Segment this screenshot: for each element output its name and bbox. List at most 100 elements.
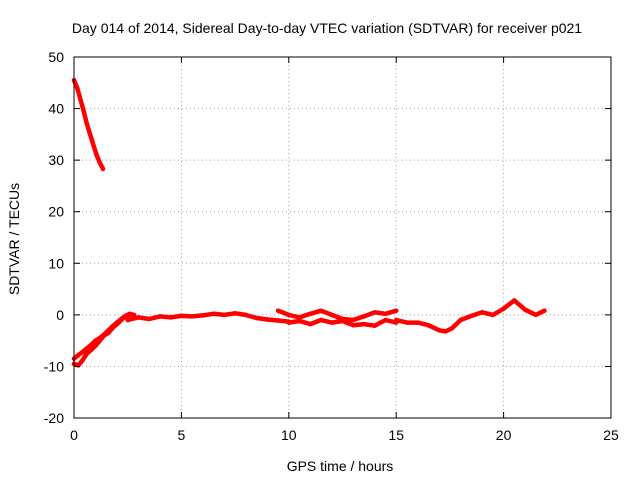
data-point xyxy=(76,352,81,358)
y-tick-label: 0 xyxy=(56,307,64,323)
data-point xyxy=(89,342,94,347)
y-tick-label: -10 xyxy=(44,358,64,374)
data-point xyxy=(78,97,83,102)
data-point xyxy=(351,317,356,323)
data-point xyxy=(449,326,455,331)
tick-layer: 0 5 10 15 20 25 -20 -10 0 10 20 30 40 50 xyxy=(44,49,619,443)
data-point xyxy=(222,312,227,318)
data-point xyxy=(168,315,173,320)
data-point xyxy=(157,314,163,319)
data-point xyxy=(97,335,103,341)
series-line-7 xyxy=(393,298,547,334)
data-point xyxy=(110,324,115,329)
data-point xyxy=(512,298,517,303)
y-tick-label: 10 xyxy=(48,255,64,271)
data-point xyxy=(383,317,388,323)
data-point xyxy=(340,318,345,324)
data-point xyxy=(101,332,107,337)
data-point xyxy=(308,321,313,327)
data-point xyxy=(265,317,270,322)
data-point xyxy=(542,308,547,313)
data-point xyxy=(81,109,86,114)
data-point xyxy=(91,142,96,147)
y-tick-label: 30 xyxy=(48,152,64,168)
data-point xyxy=(136,315,141,320)
series-line-4 xyxy=(125,311,292,324)
y-tick-label: 50 xyxy=(48,49,64,65)
data-point xyxy=(275,318,281,323)
data-point xyxy=(329,312,334,318)
data-point xyxy=(394,317,399,323)
data-point xyxy=(383,311,388,316)
data-point xyxy=(200,313,206,318)
x-tick-label: 25 xyxy=(603,427,619,443)
data-point xyxy=(275,308,281,313)
data-point xyxy=(125,317,130,323)
grid-layer xyxy=(74,57,611,418)
data-point xyxy=(533,312,538,318)
data-point xyxy=(254,315,259,321)
data-point xyxy=(84,351,90,356)
data-point xyxy=(372,310,377,315)
data-point xyxy=(318,308,324,313)
x-tick-label: 5 xyxy=(178,427,186,443)
x-tick-label: 0 xyxy=(70,427,78,443)
data-point xyxy=(84,121,90,127)
data-point xyxy=(94,152,99,158)
data-point xyxy=(426,323,431,328)
data-point xyxy=(394,308,399,313)
data-point xyxy=(76,363,81,368)
data-point xyxy=(80,349,85,355)
data-point xyxy=(437,328,442,333)
data-point xyxy=(404,320,410,325)
series-line-1 xyxy=(71,77,106,172)
data-point xyxy=(80,358,85,363)
data-point xyxy=(351,323,356,328)
data-point xyxy=(318,317,324,323)
data-point xyxy=(415,320,420,325)
data-point xyxy=(490,312,496,318)
chart-title: Day 014 of 2014, Sidereal Day-to-day VTE… xyxy=(72,20,582,36)
data-point xyxy=(89,347,94,353)
data-point xyxy=(501,306,506,311)
data-point xyxy=(479,310,485,315)
data-point xyxy=(232,311,238,316)
plot-frame xyxy=(73,56,612,419)
y-tick-label: 40 xyxy=(48,101,64,117)
data-point xyxy=(114,320,120,325)
data-point xyxy=(286,312,291,318)
x-tick-label: 20 xyxy=(496,427,512,443)
data-point xyxy=(458,317,463,323)
data-point xyxy=(119,316,124,322)
data-point xyxy=(127,311,132,316)
data-point xyxy=(93,338,98,343)
data-point xyxy=(361,321,367,327)
data-point xyxy=(469,313,474,319)
y-tick-label: 20 xyxy=(48,204,64,220)
data-point xyxy=(123,313,128,319)
data-point xyxy=(361,314,367,319)
data-point xyxy=(84,346,90,351)
data-point xyxy=(443,329,448,334)
x-tick-label: 10 xyxy=(281,427,297,443)
data-point xyxy=(97,160,103,165)
data-point xyxy=(179,313,184,319)
data-point xyxy=(522,307,528,312)
data-point xyxy=(106,328,111,333)
data-point xyxy=(297,318,302,324)
data-point xyxy=(211,311,216,316)
data-point xyxy=(100,166,106,172)
data-point xyxy=(297,315,302,320)
data-point xyxy=(308,311,313,316)
x-tick-label: 15 xyxy=(388,427,404,443)
data-point xyxy=(329,320,334,325)
data-point xyxy=(189,314,195,319)
series-layer xyxy=(71,77,547,368)
x-axis-title: GPS time / hours xyxy=(287,458,394,474)
data-point xyxy=(286,320,291,325)
data-point xyxy=(243,312,248,318)
data-point xyxy=(87,132,93,137)
y-tick-label: -20 xyxy=(44,410,64,426)
data-point xyxy=(372,323,377,328)
